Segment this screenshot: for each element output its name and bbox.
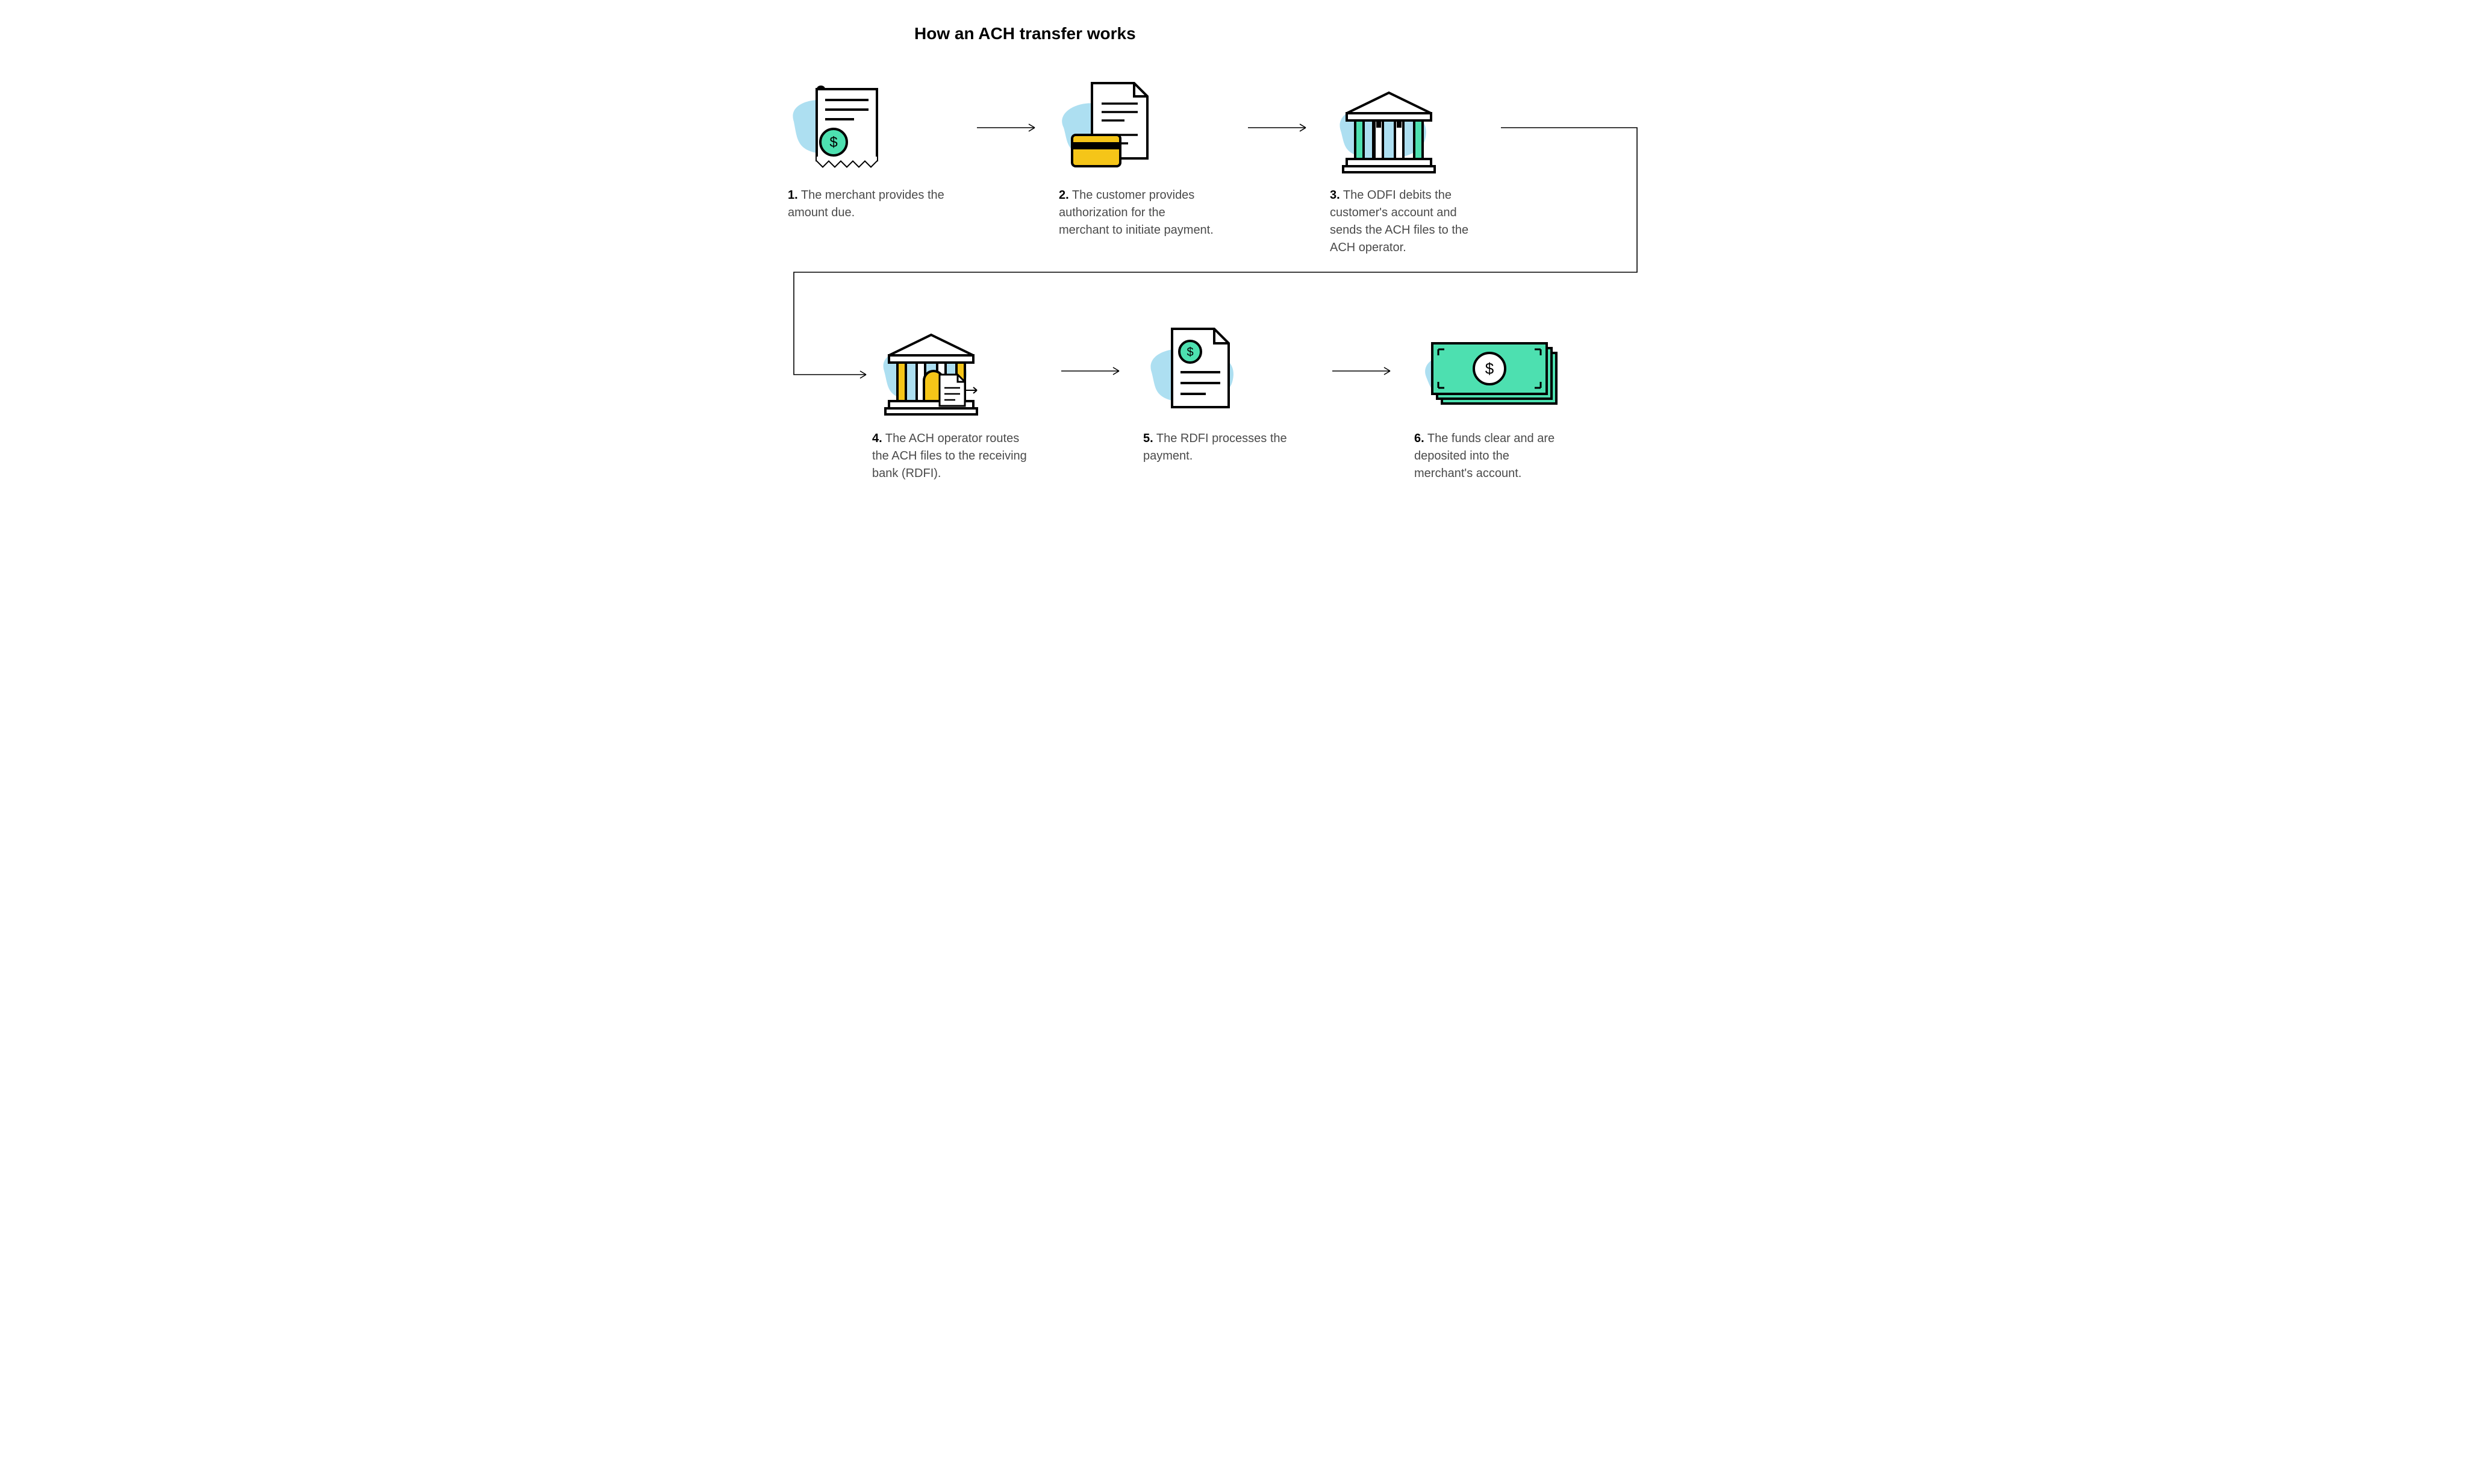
cash-icon: $ (1414, 323, 1571, 419)
infographic-title: How an ACH transfer works (914, 24, 1679, 43)
step-1-caption: 1. The merchant provides the amount due. (788, 187, 944, 222)
doc-card-icon (1059, 80, 1173, 176)
step-4-text: The ACH operator routes the ACH files to… (872, 432, 1027, 480)
arrow-2-3 (1227, 80, 1330, 176)
arrow-4-5 (1041, 323, 1143, 419)
arrow-5-6 (1312, 323, 1414, 419)
step-4-num: 4. (872, 432, 882, 445)
step-2-num: 2. (1059, 189, 1069, 202)
step-3-caption: 3. The ODFI debits the customer's accoun… (1330, 187, 1486, 257)
connector-out (1499, 80, 1571, 176)
step-1-num: 1. (788, 189, 798, 202)
step-6-text: The funds clear and are deposited into t… (1414, 432, 1555, 480)
doc-dollar-icon: $ (1143, 323, 1258, 419)
step-6-num: 6. (1414, 432, 1424, 445)
step-2: 2. The customer provides authorization f… (1059, 80, 1227, 239)
svg-text:$: $ (829, 134, 837, 151)
bank-mint-icon (1330, 80, 1444, 176)
bank-yellow-file-icon (872, 323, 987, 419)
step-6: $ 6. The funds clear and are deposited i… (1414, 323, 1607, 482)
step-2-caption: 2. The customer provides authorization f… (1059, 187, 1215, 239)
step-5: $ 5. The RDFI processes the payment. (1143, 323, 1312, 465)
svg-text:$: $ (1187, 346, 1193, 359)
step-5-text: The RDFI processes the payment. (1143, 432, 1287, 463)
step-4-caption: 4. The ACH operator routes the ACH files… (872, 430, 1029, 482)
step-5-caption: 5. The RDFI processes the payment. (1143, 430, 1300, 465)
row-2: 4. The ACH operator routes the ACH files… (788, 323, 1679, 482)
step-3: 3. The ODFI debits the customer's accoun… (1330, 80, 1499, 257)
step-6-caption: 6. The funds clear and are deposited int… (1414, 430, 1571, 482)
step-3-text: The ODFI debits the customer's account a… (1330, 189, 1468, 254)
step-1-text: The merchant provides the amount due. (788, 189, 944, 219)
svg-text:$: $ (1485, 360, 1494, 378)
step-4: 4. The ACH operator routes the ACH files… (872, 323, 1041, 482)
receipt-icon: $ (788, 80, 902, 176)
step-3-num: 3. (1330, 189, 1340, 202)
step-1: $ 1. The merchant provides the amount du… (788, 80, 956, 222)
step-5-num: 5. (1143, 432, 1153, 445)
arrow-1-2 (956, 80, 1059, 176)
row-1: $ 1. The merchant provides the amount du… (788, 80, 1679, 257)
step-2-text: The customer provides authorization for … (1059, 189, 1214, 237)
